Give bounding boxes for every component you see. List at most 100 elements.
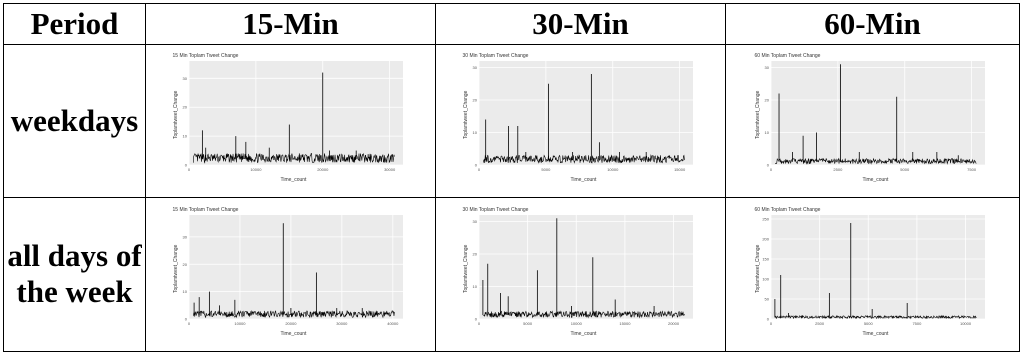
x-tick-label: 0 (477, 321, 480, 326)
x-tick-label: 20000 (285, 321, 297, 326)
x-tick-label: 7500 (967, 167, 977, 172)
chart-weekdays-15-min: 15 Min Toplam Tweet Change Toplamtweet_Ch… (170, 53, 411, 184)
y-tick-label: 30 (472, 65, 477, 70)
plot-cell: 60 Min Toplam Tweet Change Toplamtweet_Ch… (725, 44, 1020, 198)
x-tick-label: 30000 (336, 321, 348, 326)
y-tick-label: 100 (762, 276, 769, 281)
x-tick-label: 5000 (863, 321, 873, 326)
x-tick-label: 0 (187, 321, 190, 326)
x-tick-label: 10000 (234, 321, 246, 326)
x-tick-label: 0 (477, 167, 480, 172)
header-30-min: 30-Min (435, 2, 726, 46)
series-line (192, 309, 395, 319)
chart-xlabel: Time_count (280, 177, 307, 184)
chart-title: 15 Min Toplam Tweet Change (172, 53, 239, 60)
series-line (774, 314, 977, 320)
header-row: Period 15-Min 30-Min 60-Min (3, 2, 1020, 46)
x-tick-label: 15000 (619, 321, 631, 326)
row-label-line: weekdays (10, 102, 139, 138)
plot-cell: 30 Min Toplam Tweet Change Toplamtweet_Ch… (435, 44, 726, 198)
y-tick-label: 10 (182, 134, 187, 139)
series-line (774, 157, 976, 166)
x-tick-label: 30000 (384, 167, 396, 172)
series-line (482, 154, 685, 165)
plot-cell: 60 Min Toplam Tweet Change Toplamtweet_Ch… (725, 196, 1020, 353)
y-tick-label: 200 (762, 236, 769, 241)
y-tick-label: 0 (766, 316, 769, 321)
chart-xlabel: Time_count (862, 177, 889, 184)
x-tick-label: 10000 (570, 321, 582, 326)
y-tick-label: 10 (182, 289, 187, 294)
plot-cell: 30 Min Toplam Tweet Change Toplamtweet_Ch… (435, 196, 726, 353)
header-period: Period (3, 2, 146, 46)
row-label-all-days: all days of the week (3, 196, 146, 353)
chart-title: 15 Min Toplam Tweet Change (172, 206, 239, 213)
chart-title: 30 Min Toplam Tweet Change (462, 206, 529, 213)
x-tick-label: 5000 (541, 167, 551, 172)
y-tick-label: 250 (762, 216, 769, 221)
y-tick-label: 150 (762, 256, 769, 261)
x-tick-label: 20000 (667, 321, 679, 326)
y-tick-label: 20 (472, 251, 477, 256)
chart-xlabel: Time_count (862, 330, 889, 337)
x-tick-label: 10000 (959, 321, 971, 326)
row-all-days: all days of the week 15 Min Toplam Tweet… (3, 196, 1020, 353)
plot-panel (188, 61, 403, 166)
row-label-line: the week (16, 274, 133, 310)
y-tick-label: 0 (766, 163, 769, 168)
chart-xlabel: Time_count (570, 330, 597, 337)
y-tick-label: 30 (472, 219, 477, 224)
chart-svg: 0 10 20 30 0 5000 10000 15000 (472, 61, 693, 172)
x-tick-label: 15000 (674, 167, 686, 172)
header-60-min: 60-Min (725, 2, 1020, 46)
x-tick-label: 2500 (833, 167, 843, 172)
chart-svg: 0 10 20 30 0 10000 20000 30000 (182, 61, 403, 172)
plot-cell: 15 Min Toplam Tweet Change Toplamtweet_Ch… (145, 196, 436, 353)
chart-all-days-15-min: 15 Min Toplam Tweet Change Toplamtweet_Ch… (170, 206, 411, 337)
y-tick-label: 0 (184, 316, 187, 321)
x-tick-label: 10000 (607, 167, 619, 172)
series-line (192, 153, 395, 165)
y-tick-label: 50 (764, 296, 769, 301)
y-tick-label: 30 (182, 234, 187, 239)
plot-panel (478, 214, 693, 319)
x-tick-label: 7500 (912, 321, 922, 326)
plot-panel (478, 61, 693, 166)
x-tick-label: 0 (769, 167, 772, 172)
row-weekdays: weekdays 15 Min Toplam Tweet Change Topla… (3, 44, 1020, 198)
x-tick-label: 40000 (387, 321, 399, 326)
chart-svg: 0 10 20 30 0 2500 5000 7500 (764, 61, 985, 172)
chart-weekdays-30-min: 30 Min Toplam Tweet Change Toplamtweet_Ch… (460, 53, 701, 184)
y-tick-label: 10 (472, 284, 477, 289)
y-tick-label: 20 (764, 98, 769, 103)
y-tick-label: 10 (472, 130, 477, 135)
x-tick-label: 2500 (815, 321, 825, 326)
y-tick-label: 0 (474, 163, 477, 168)
y-tick-label: 20 (472, 98, 477, 103)
plot-cell: 15 Min Toplam Tweet Change Toplamtweet_Ch… (145, 44, 436, 198)
header-15-min: 15-Min (145, 2, 436, 46)
y-tick-label: 20 (182, 262, 187, 267)
y-tick-label: 0 (184, 163, 187, 168)
y-tick-label: 30 (764, 65, 769, 70)
plot-panel (770, 61, 985, 166)
y-tick-label: 0 (474, 316, 477, 321)
chart-all-days-60-min: 60 Min Toplam Tweet Change Toplamtweet_Ch… (752, 206, 993, 337)
y-tick-label: 20 (182, 105, 187, 110)
chart-weekdays-60-min: 60 Min Toplam Tweet Change Toplamtweet_Ch… (752, 53, 993, 184)
series-line (482, 310, 685, 319)
chart-all-days-30-min: 30 Min Toplam Tweet Change Toplamtweet_Ch… (460, 206, 701, 337)
plot-panel (188, 214, 403, 319)
x-tick-label: 5000 (523, 321, 533, 326)
chart-xlabel: Time_count (280, 330, 307, 337)
x-tick-label: 0 (769, 321, 772, 326)
x-tick-label: 0 (187, 167, 190, 172)
results-table: Period 15-Min 30-Min 60-Min weekdays 15 … (3, 2, 1020, 353)
chart-title: 60 Min Toplam Tweet Change (754, 53, 821, 60)
chart-title: 30 Min Toplam Tweet Change (462, 53, 529, 60)
chart-svg: 0 10 20 30 0 10000 20000 30000 40000 (182, 214, 403, 326)
row-label-weekdays: weekdays (3, 44, 146, 198)
row-label-line: all days of (7, 238, 142, 274)
x-tick-label: 5000 (900, 167, 910, 172)
